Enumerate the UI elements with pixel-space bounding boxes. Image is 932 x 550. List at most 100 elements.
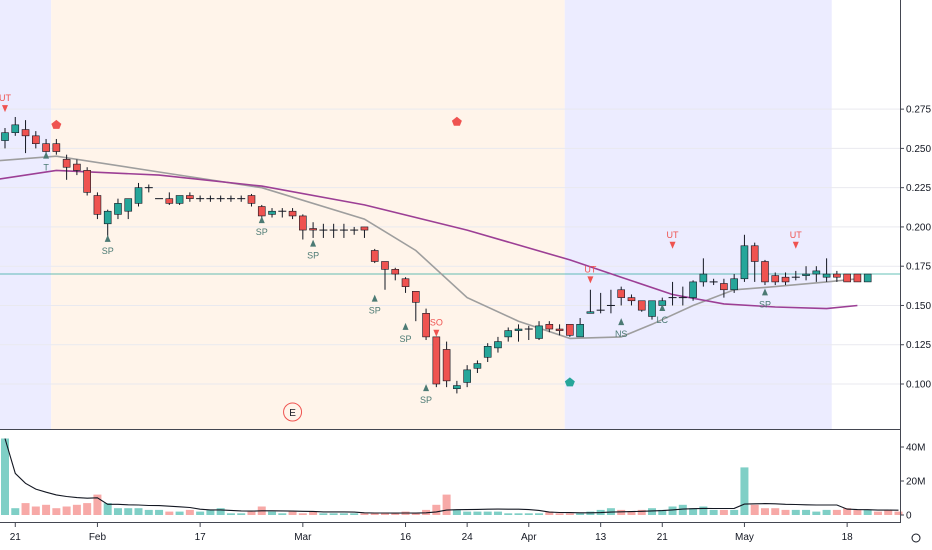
candle[interactable] [535,321,543,341]
candle[interactable] [186,192,194,202]
candle[interactable] [863,273,872,283]
candle[interactable] [73,159,81,176]
candle[interactable] [329,223,338,238]
candle[interactable] [494,336,502,353]
candle[interactable] [637,300,646,312]
candle[interactable] [52,138,61,155]
candle[interactable] [730,274,738,293]
candle[interactable] [350,226,359,235]
signal-sp: SP [102,234,114,256]
candle[interactable] [237,195,246,202]
candle[interactable] [596,292,605,314]
candle[interactable] [1,127,9,149]
candle[interactable] [648,300,656,320]
candle[interactable] [524,325,533,341]
candle[interactable] [370,248,379,264]
candle[interactable] [134,182,143,207]
candle[interactable] [268,208,276,218]
candle[interactable] [853,273,862,283]
candle[interactable] [93,192,102,220]
candle[interactable] [103,209,112,238]
candle[interactable] [114,198,122,220]
candle[interactable] [586,289,595,314]
candle[interactable] [196,195,205,202]
candle[interactable] [483,343,492,363]
candle[interactable] [216,195,225,202]
candle[interactable] [473,360,482,374]
candle[interactable] [566,324,574,337]
candle[interactable] [802,266,810,281]
volume-bar [411,513,420,515]
volume-bar [93,494,102,515]
candle[interactable] [299,214,307,240]
candle[interactable] [627,294,636,306]
candle[interactable] [689,280,697,301]
candle[interactable] [309,222,317,238]
candle[interactable] [124,198,133,220]
candle[interactable] [247,193,256,207]
candle[interactable] [463,365,471,388]
candle[interactable] [83,167,91,196]
candle[interactable] [504,327,513,342]
price-axis[interactable]: 0.275 0.250 0.225 0.200 0.175 0.150 0.125 0.100 [900,105,931,391]
candle[interactable] [206,195,215,202]
candle[interactable] [822,258,831,282]
candle[interactable] [32,131,40,149]
candle[interactable] [740,234,749,282]
earnings-event-marker[interactable]: E [283,402,303,422]
volume-bar [175,511,184,515]
candle[interactable] [453,380,461,394]
volume-bar [350,513,359,515]
candle[interactable] [812,266,821,282]
candle[interactable] [21,120,30,154]
candle[interactable] [11,116,20,136]
candle[interactable] [288,208,297,220]
candle-body [586,311,595,314]
candle[interactable] [576,318,584,338]
candle[interactable] [678,286,687,306]
candle-body [73,163,81,171]
candle-body [268,210,276,215]
candle[interactable] [411,291,420,322]
candle[interactable] [617,286,626,306]
candle[interactable] [720,278,728,298]
candle[interactable] [422,308,430,341]
candlesticks[interactable] [1,116,872,394]
candle-body [432,336,441,385]
candle[interactable] [668,281,677,306]
candle[interactable] [381,261,389,290]
candle[interactable] [175,195,184,205]
candle[interactable] [226,195,235,202]
candle[interactable] [606,289,615,314]
candle[interactable] [791,270,800,281]
candle[interactable] [401,277,410,293]
candle[interactable] [761,259,769,286]
signal-label: SP [369,306,381,316]
event-markers[interactable]: E [51,116,575,422]
candle[interactable] [165,192,174,205]
candle[interactable] [319,223,328,238]
candle[interactable] [62,154,71,180]
candle[interactable] [360,226,369,238]
time-axis[interactable]: 21 Feb 17 Mar 16 24 Apr 13 21 May 18 [10,523,853,543]
candle[interactable] [432,336,441,388]
candle[interactable] [278,208,287,218]
candle[interactable] [442,341,451,388]
candle[interactable] [709,278,718,286]
candle-body [175,195,184,204]
candle[interactable] [339,223,348,238]
candle[interactable] [771,272,780,286]
candle[interactable] [514,324,523,342]
candle[interactable] [833,270,841,282]
candle[interactable] [699,258,708,287]
candle[interactable] [750,242,759,282]
candle[interactable] [391,267,400,281]
chart-settings-icon[interactable] [902,526,932,550]
candle[interactable] [555,324,564,336]
volume-bar [576,513,585,515]
candle[interactable] [144,184,153,193]
candle[interactable] [843,273,851,283]
candle[interactable] [545,321,554,333]
candle[interactable] [781,272,790,286]
